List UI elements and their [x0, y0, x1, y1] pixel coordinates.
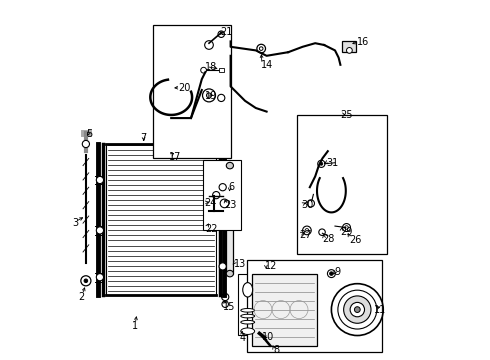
Text: 29: 29: [341, 227, 353, 237]
Text: 25: 25: [341, 110, 353, 120]
Text: 30: 30: [301, 200, 314, 210]
Ellipse shape: [243, 283, 253, 297]
Text: 18: 18: [205, 62, 217, 72]
Circle shape: [343, 296, 371, 323]
Text: 10: 10: [262, 332, 274, 342]
Circle shape: [331, 284, 383, 336]
Text: 1: 1: [132, 321, 138, 331]
Bar: [106, 144, 216, 295]
Circle shape: [219, 184, 226, 191]
Text: 9: 9: [334, 267, 341, 277]
Ellipse shape: [241, 328, 255, 334]
Ellipse shape: [241, 314, 255, 318]
Bar: [202, 160, 242, 230]
Text: 17: 17: [169, 152, 181, 162]
Ellipse shape: [241, 320, 255, 324]
Circle shape: [97, 227, 103, 234]
Ellipse shape: [241, 309, 255, 312]
Text: 20: 20: [178, 83, 191, 93]
Circle shape: [84, 279, 88, 283]
Text: 7: 7: [141, 132, 147, 143]
Text: 19: 19: [205, 91, 217, 101]
Circle shape: [219, 263, 226, 270]
Circle shape: [320, 162, 323, 165]
Circle shape: [201, 67, 206, 73]
Bar: [297, 115, 387, 254]
Text: 16: 16: [357, 37, 369, 48]
Text: 23: 23: [224, 200, 237, 210]
Bar: [342, 41, 356, 52]
Circle shape: [82, 140, 90, 148]
Text: 26: 26: [349, 235, 362, 245]
Text: 12: 12: [265, 261, 277, 271]
Bar: [219, 68, 224, 72]
Text: 6: 6: [228, 182, 234, 192]
Circle shape: [330, 272, 333, 275]
Circle shape: [305, 229, 309, 232]
Text: 27: 27: [299, 230, 312, 240]
Circle shape: [346, 48, 352, 53]
Ellipse shape: [226, 270, 233, 277]
Circle shape: [354, 307, 360, 312]
Text: 2: 2: [79, 292, 85, 302]
Text: 15: 15: [223, 302, 236, 312]
Text: 14: 14: [261, 60, 273, 70]
Text: 13: 13: [234, 258, 246, 269]
Circle shape: [97, 176, 103, 184]
Text: 21: 21: [220, 27, 232, 37]
Bar: [238, 274, 258, 335]
Text: 24: 24: [205, 198, 217, 208]
Circle shape: [350, 302, 365, 317]
Text: 5: 5: [87, 129, 93, 139]
Text: 31: 31: [326, 158, 338, 168]
Text: 11: 11: [374, 305, 386, 315]
Circle shape: [338, 290, 377, 329]
Text: 8: 8: [273, 345, 279, 355]
Text: 22: 22: [205, 224, 218, 234]
Text: 4: 4: [240, 333, 245, 343]
Bar: [247, 260, 382, 352]
Bar: [153, 25, 231, 158]
Ellipse shape: [226, 162, 233, 169]
Bar: [226, 166, 233, 274]
Circle shape: [97, 274, 103, 281]
Text: 28: 28: [322, 234, 335, 244]
Text: 3: 3: [72, 218, 78, 228]
Circle shape: [81, 276, 91, 286]
Bar: [252, 274, 317, 346]
Circle shape: [206, 93, 212, 98]
